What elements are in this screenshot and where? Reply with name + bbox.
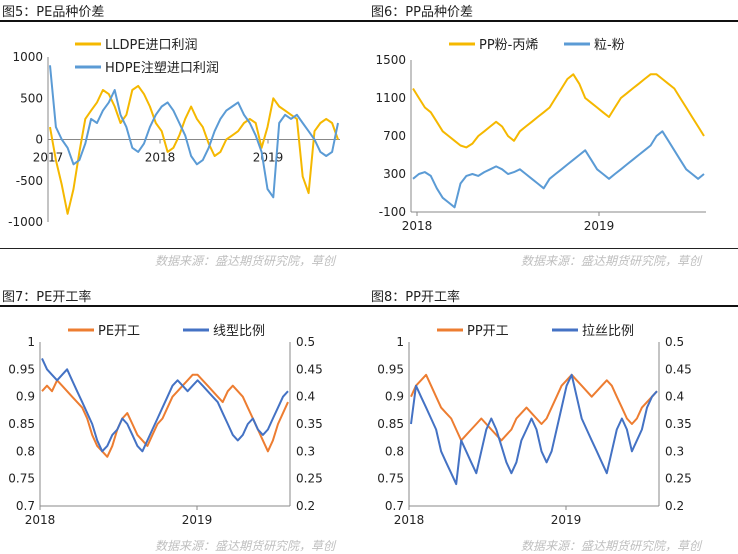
panel-title: 图8：PP开工率 [371, 290, 460, 305]
chart-panel-pp-operating-rate: 图8：PP开工率 1 0.95 0.9 0.85 0.8 0.75 0.7 0.5 0.45 0.… [369, 278, 738, 553]
series-line-0 [49, 84, 339, 215]
series-line-0 [412, 73, 705, 149]
y2-tick-label: 0.5 [296, 335, 315, 349]
x-tick-label: 2019 [551, 513, 582, 527]
y-tick-label: 0.7 [16, 499, 35, 513]
y2-tick-label: 0.3 [665, 444, 684, 458]
y-tick-label: 0.95 [377, 362, 404, 376]
series-line-0 [41, 373, 289, 458]
y2-tick-label: 0.5 [665, 335, 684, 349]
legend-label: 粒-粉 [594, 38, 625, 53]
y-tick-label: 1000 [12, 50, 43, 64]
source-note: 数据来源：盛达期货研究院，草创 [521, 539, 702, 553]
y-tick-label: 1100 [375, 91, 406, 105]
y2-tick-label: 0.4 [296, 390, 315, 404]
y2-tick-label: 0.2 [665, 499, 684, 513]
y-tick-label: 0.8 [385, 444, 404, 458]
y-tick-label: -100 [379, 205, 406, 219]
y-tick-label: 0.95 [8, 362, 35, 376]
series-line-1 [410, 373, 658, 486]
title-divider [369, 20, 738, 22]
y-tick-label: 0 [35, 133, 43, 147]
legend-label: PE开工 [98, 324, 140, 339]
y-tick-label: 0.75 [8, 472, 35, 486]
y2-tick-label: 0.25 [665, 472, 692, 486]
y-tick-label: -500 [16, 174, 43, 188]
y2-tick-label: 0.3 [296, 444, 315, 458]
series-line-0 [410, 373, 658, 442]
legend-label: LLDPE进口利润 [105, 38, 198, 53]
source-note: 数据来源：盛达期货研究院，草创 [155, 254, 336, 268]
title-divider [0, 305, 369, 307]
y2-tick-label: 0.35 [665, 417, 692, 431]
y-tick-label: 0.85 [377, 417, 404, 431]
chart-panel-pp-spread: 图6：PP品种价差 1500 1100 700 300 -100 2018 2019 PP粉-… [369, 0, 738, 276]
series-line-1 [41, 357, 289, 453]
y-tick-label: 1 [396, 335, 404, 349]
y-tick-label: 0.85 [8, 417, 35, 431]
source-note: 数据来源：盛达期货研究院，草创 [155, 539, 336, 553]
legend-label: PP开工 [467, 324, 509, 339]
y-tick-label: 0.9 [16, 390, 35, 404]
y2-tick-label: 0.2 [296, 499, 315, 513]
y-tick-label: 700 [383, 129, 406, 143]
y2-tick-label: 0.45 [296, 362, 323, 376]
footer-divider [0, 248, 369, 249]
pe-operating-rate-chart: 1 0.95 0.9 0.85 0.8 0.75 0.7 0.5 0.45 0.4 0.35 0.3 0… [8, 324, 323, 527]
y2-tick-label: 0.4 [665, 390, 684, 404]
y-tick-label: 0.9 [385, 390, 404, 404]
legend-label: PP粉-丙烯 [479, 38, 538, 53]
y-tick-label: 1500 [375, 53, 406, 67]
legend-label: 拉丝比例 [582, 324, 634, 339]
x-tick-label: 2018 [145, 151, 176, 165]
pp-operating-rate-chart: 1 0.95 0.9 0.85 0.8 0.75 0.7 0.5 0.45 0.4 0.35 0.3 0… [377, 324, 692, 527]
y-tick-label: 1 [27, 335, 35, 349]
series-line-1 [412, 130, 705, 209]
legend-label: 线型比例 [213, 324, 265, 339]
y-tick-label: 300 [383, 167, 406, 181]
y-tick-label: 0.75 [377, 472, 404, 486]
y2-tick-label: 0.35 [296, 417, 323, 431]
x-tick-label: 2018 [25, 513, 56, 527]
pe-spread-chart: 1000 500 0 -500 -1000 2017 2018 2019 LLDPE进口利润 HD… [8, 38, 340, 229]
y-tick-label: -1000 [8, 215, 43, 229]
y2-tick-label: 0.45 [665, 362, 692, 376]
footer-divider [369, 248, 738, 249]
legend-label: HDPE注塑进口利润 [105, 61, 219, 76]
x-tick-label: 2019 [253, 151, 284, 165]
source-note: 数据来源：盛达期货研究院，草创 [521, 254, 702, 268]
series-line-1 [49, 65, 339, 199]
chart-panel-pe-spread: 图5：PE品种价差 1000 500 0 -500 -1000 2017 2018 2019 L… [0, 0, 369, 276]
y-tick-label: 0.8 [16, 444, 35, 458]
x-tick-label: 2019 [584, 219, 615, 233]
panel-title: 图7：PE开工率 [2, 290, 92, 305]
x-tick-label: 2018 [394, 513, 425, 527]
chart-panel-pe-operating-rate: 图7：PE开工率 1 0.95 0.9 0.85 0.8 0.75 0.7 0.5 0.45 0.… [0, 278, 369, 553]
y-tick-label: 500 [20, 91, 43, 105]
title-divider [0, 20, 369, 22]
title-divider [369, 305, 738, 307]
x-tick-label: 2018 [402, 219, 433, 233]
y-tick-label: 0.7 [385, 499, 404, 513]
x-tick-label: 2019 [182, 513, 213, 527]
x-tick-label: 2017 [33, 151, 64, 165]
panel-title: 图6：PP品种价差 [371, 5, 473, 20]
panel-title: 图5：PE品种价差 [2, 5, 105, 20]
y2-tick-label: 0.25 [296, 472, 323, 486]
